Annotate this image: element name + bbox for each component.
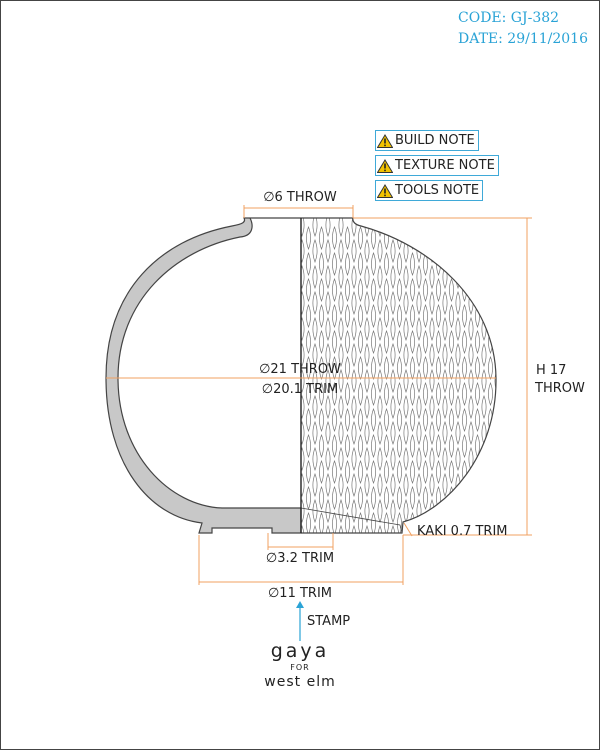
height-label-line2: THROW <box>534 381 585 396</box>
warning-icon <box>377 183 393 198</box>
warning-icon <box>377 133 393 148</box>
drawing-meta: CODE: GJ-382 DATE: 29/11/2016 <box>458 8 588 50</box>
date-label: DATE: 29/11/2016 <box>458 31 588 47</box>
width-trim-label: ∅20.1 TRIM <box>262 382 338 397</box>
brand-partner: west elm <box>264 674 335 690</box>
brand-name: gaya <box>271 640 330 662</box>
foot-outer-label: ∅11 TRIM <box>268 586 332 601</box>
texture-note-label: TEXTURE NOTE <box>395 158 495 173</box>
tools-note-label: TOOLS NOTE <box>395 183 480 198</box>
build-note-button[interactable]: BUILD NOTE <box>375 130 479 151</box>
vessel-wall-section <box>105 217 302 534</box>
stamp-label: STAMP <box>307 614 350 629</box>
brand-for: FOR <box>290 663 309 672</box>
texture-pattern <box>301 218 497 533</box>
tools-note-button[interactable]: TOOLS NOTE <box>375 180 484 201</box>
build-note-label: BUILD NOTE <box>395 133 475 148</box>
code-label: CODE: GJ-382 <box>458 10 560 26</box>
top-throw-label: ∅6 THROW <box>263 190 337 205</box>
texture-note-button[interactable]: TEXTURE NOTE <box>375 155 499 176</box>
height-label-line1: H 17 <box>536 363 566 378</box>
vessel-exterior-outline <box>301 217 497 534</box>
width-throw-label: ∅21 THROW <box>259 362 341 377</box>
warning-icon <box>377 158 393 173</box>
kaki-label: KAKI 0.7 TRIM <box>417 524 508 539</box>
foot-inner-label: ∅3.2 TRIM <box>266 551 334 566</box>
